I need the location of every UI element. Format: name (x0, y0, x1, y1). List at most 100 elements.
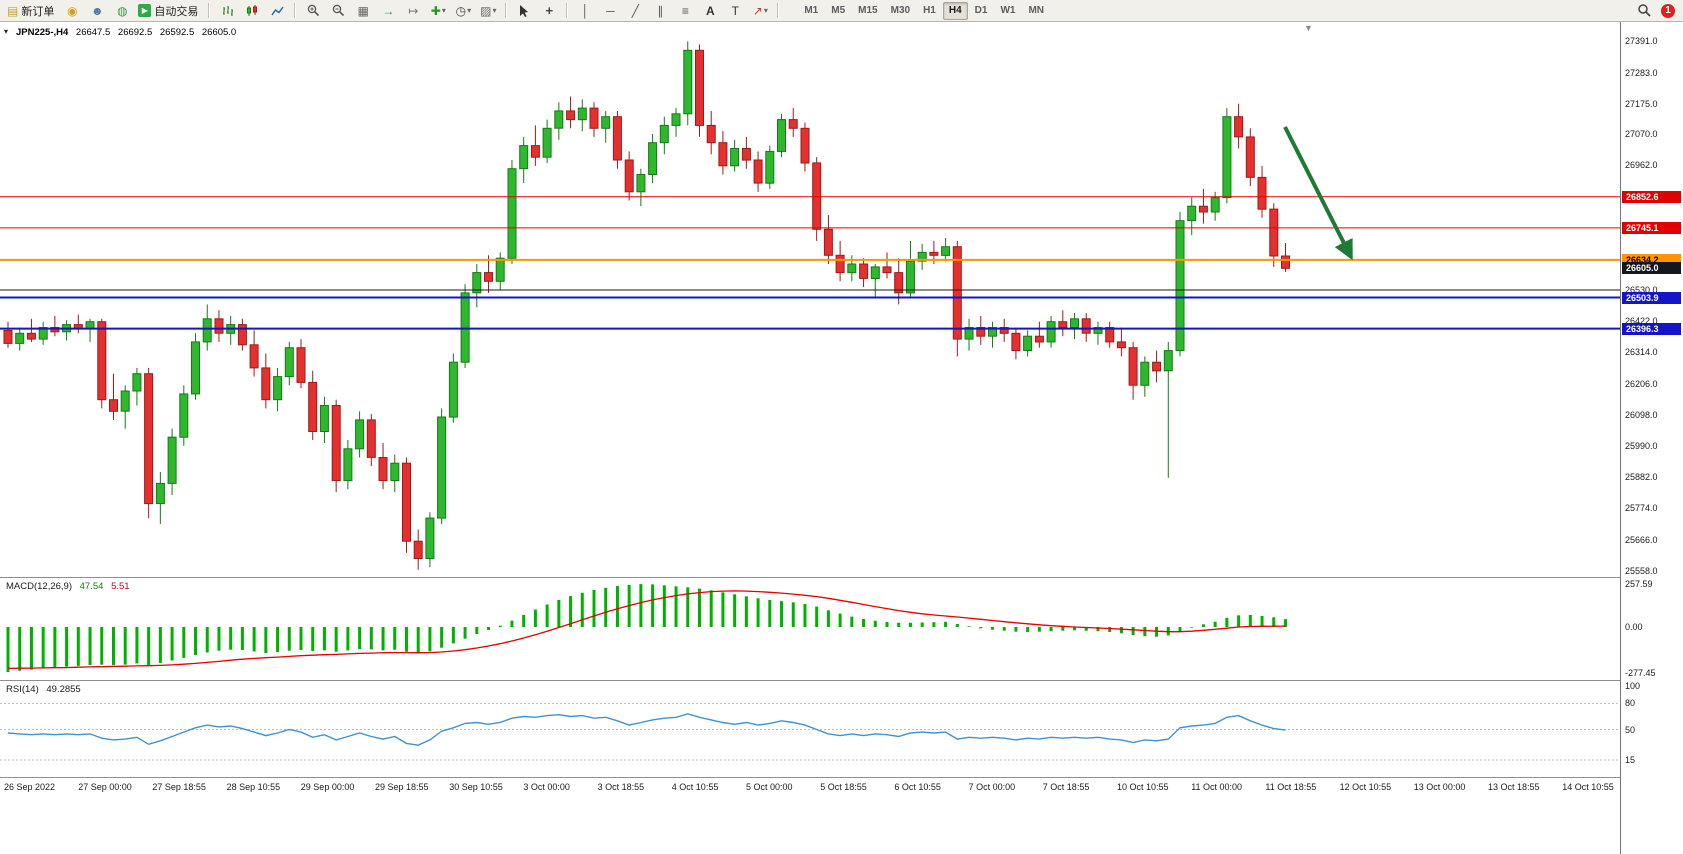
chart-bars-button[interactable] (215, 1, 239, 21)
macd-main-value: 47.54 (79, 581, 104, 592)
candle (191, 333, 200, 400)
trendline-button[interactable]: ╱ (623, 1, 647, 21)
vertical-line-icon: │ (581, 3, 590, 18)
timeframe-mn-button[interactable]: MN (1028, 5, 1045, 16)
candle (624, 151, 634, 201)
rsi-axis-label: 80 (1625, 698, 1636, 709)
rsi-canvas[interactable] (0, 681, 1620, 777)
time-axis-label: 13 Oct 00:00 (1413, 782, 1466, 792)
chart-line-button[interactable] (265, 1, 289, 21)
candle (1023, 330, 1033, 357)
label-button[interactable]: T (723, 1, 747, 21)
timeframe-m5-button[interactable]: M5 (831, 5, 846, 16)
timeframe-m15-button[interactable]: M15 (858, 5, 878, 16)
tile-windows-button[interactable]: ▦ (351, 1, 375, 21)
candle (97, 318, 107, 409)
crosshair-button[interactable]: + (537, 1, 561, 21)
candle (777, 113, 786, 158)
macd-label-line: MACD(12,26,9) 47.54 5.51 (6, 581, 135, 592)
timeframe-m1-button[interactable]: M1 (804, 5, 819, 16)
price-tick-label: 27391.0 (1625, 36, 1658, 47)
price-chart-canvas[interactable] (0, 22, 1620, 577)
time-axis-label: 10 Oct 10:55 (1117, 782, 1169, 792)
chart-shift-button[interactable]: ↦ (401, 1, 425, 21)
news-button[interactable]: ◍ (110, 1, 134, 21)
candle (26, 318, 36, 342)
price-axis[interactable]: 27391.0 27283.0 27175.0 27070.0 26962.0 26530… (1620, 22, 1683, 854)
candle (905, 240, 915, 299)
time-axis-label: 28 Sep 10:55 (226, 782, 281, 792)
timeframe-m30-button[interactable]: M30 (890, 5, 911, 16)
candle (941, 238, 951, 262)
templates-button[interactable]: ▨ ▾ (476, 1, 500, 21)
candle (402, 457, 411, 553)
candle (273, 367, 283, 412)
timeframe-h1-button[interactable]: H1 (923, 5, 936, 16)
candle (999, 318, 1009, 342)
notification-badge[interactable]: 1 (1661, 3, 1675, 18)
channel-button[interactable]: ∥ (648, 1, 672, 21)
label-icon: T (731, 3, 740, 18)
chart-shift-marker[interactable]: ▼ (1304, 23, 1313, 33)
time-axis-label: 4 Oct 10:55 (671, 782, 719, 792)
candle (695, 44, 704, 137)
candle (38, 321, 48, 345)
candle (261, 353, 271, 409)
text-icon: A (706, 3, 715, 18)
candle (120, 385, 130, 429)
candle (1234, 103, 1244, 149)
candle (179, 385, 189, 446)
time-axis-label: 30 Sep 10:55 (449, 782, 503, 792)
price-tick-label: 25774.0 (1625, 503, 1658, 514)
price-tick-label: 27175.0 (1625, 98, 1658, 109)
zoom-out-button[interactable] (326, 1, 350, 21)
time-axis-label: 3 Oct 00:00 (523, 782, 570, 792)
timeframe-w1-button[interactable]: W1 (1000, 5, 1016, 16)
macd-pane: MACD(12,26,9) 47.54 5.51 (0, 578, 1620, 680)
autotrading-button[interactable]: ▶ 自动交易 (135, 1, 203, 21)
text-button[interactable]: A (698, 1, 722, 21)
candle (730, 139, 740, 172)
chart-candles-button[interactable] (240, 1, 264, 21)
candle (648, 134, 658, 184)
trend-arrow-annotation[interactable] (1283, 126, 1353, 261)
candle (1093, 321, 1103, 345)
candle (214, 310, 224, 342)
mql5-community-button[interactable]: ◉ (60, 1, 84, 21)
pane-separator[interactable] (0, 680, 1683, 681)
candle (882, 252, 892, 279)
timeframe-d1-button[interactable]: D1 (974, 5, 988, 16)
new-order-label: 新订单 (21, 5, 55, 18)
one-click-trading-toggle[interactable]: ▾ (4, 27, 9, 36)
macd-canvas[interactable] (0, 578, 1620, 680)
candle (988, 321, 997, 348)
candle (448, 353, 458, 423)
timeframe-h4-button[interactable]: H4 (942, 1, 968, 20)
candle (343, 440, 353, 490)
zoom-out-icon (332, 4, 344, 17)
macd-axis-label: -277.45 (1625, 668, 1656, 679)
time-axis-label: 13 Oct 18:55 (1488, 782, 1540, 792)
cursor-button[interactable] (512, 1, 536, 21)
new-order-button[interactable]: ▤ 新订单 (4, 1, 59, 21)
candle (800, 122, 810, 172)
search-button[interactable] (1632, 1, 1656, 21)
time-axis-label: 26 Sep 2022 (4, 782, 56, 792)
candle (788, 108, 798, 137)
chann el-icon: ∥ (657, 3, 664, 18)
vertical-line-button[interactable]: │ (573, 1, 597, 21)
profile-button[interactable]: ☻ (85, 1, 109, 21)
time-axis-label: 5 Oct 18:55 (820, 782, 867, 792)
candle (554, 102, 564, 140)
candle (1058, 310, 1068, 337)
candle (612, 110, 622, 169)
time-axis[interactable]: 26 Sep 2022 27 Sep 00:00 27 Sep 18:55 28 Se… (0, 778, 1620, 800)
periods-button[interactable]: ◷ ▾ (451, 1, 475, 21)
autoscroll-button[interactable]: → (376, 1, 400, 21)
pane-separator[interactable] (0, 577, 1683, 578)
horizontal-line-button[interactable]: ─ (598, 1, 622, 21)
zoom-in-button[interactable] (301, 1, 325, 21)
arrows-button[interactable]: ↗ ▾ (748, 1, 772, 21)
indicators-button[interactable]: ✚ ▾ (426, 1, 450, 21)
fibonacci-button[interactable]: ≡ (673, 1, 697, 21)
